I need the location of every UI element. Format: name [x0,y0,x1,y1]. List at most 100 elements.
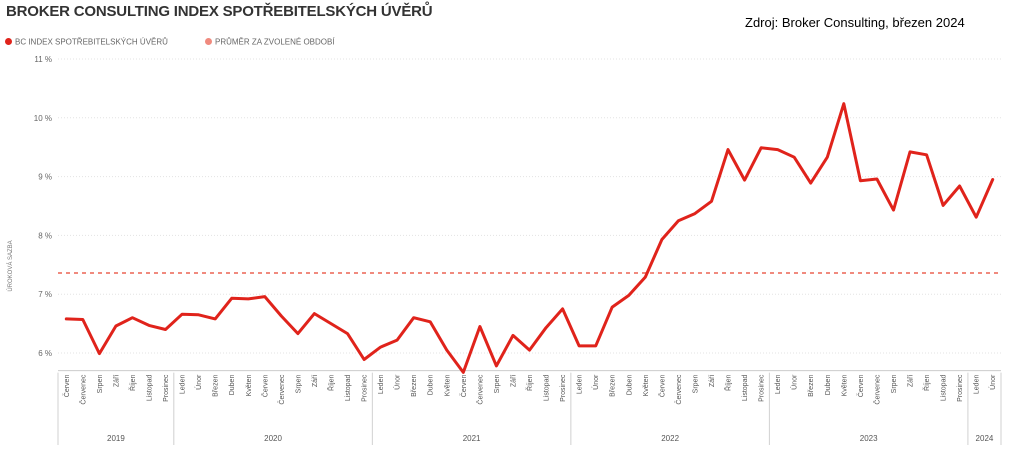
data-point[interactable] [609,304,615,310]
x-tick-label: Leden [775,375,782,395]
data-point[interactable] [742,177,748,183]
data-point[interactable] [808,180,814,186]
year-label: 2024 [976,434,994,443]
data-point[interactable] [113,323,119,329]
x-tick-label: Srpen [97,375,104,394]
data-point[interactable] [179,311,185,317]
data-point[interactable] [262,294,268,300]
data-point[interactable] [427,319,433,325]
data-point[interactable] [725,147,731,153]
data-point[interactable] [907,149,913,155]
data-point[interactable] [361,356,367,362]
data-point[interactable] [560,306,566,312]
data-point[interactable] [626,292,632,298]
legend-marker-average [205,38,212,46]
x-tick-label: Březen [411,375,418,397]
data-point[interactable] [411,315,417,321]
data-point[interactable] [510,332,516,338]
x-tick-label: Srpen [295,375,302,394]
x-tick-label: Říjen [525,375,534,391]
y-tick-label: 11 % [34,55,52,64]
data-point[interactable] [857,178,863,184]
x-tick-label: Září [908,375,915,388]
data-point[interactable] [841,101,847,107]
y-tick-label: 10 % [34,114,52,123]
data-point[interactable] [824,154,830,160]
x-tick-label: Březen [610,375,617,397]
data-point[interactable] [791,154,797,160]
x-tick-label: Květen [246,375,253,397]
data-point[interactable] [940,202,946,208]
x-tick-label: Prosinec [957,374,964,402]
data-point[interactable] [692,211,698,217]
data-point[interactable] [593,343,599,349]
data-point[interactable] [477,324,483,330]
year-label: 2019 [107,434,125,443]
x-tick-label: Únor [790,374,799,390]
index-series-line [64,102,995,374]
data-point[interactable] [229,295,235,301]
x-tick-label: Leden [974,375,981,395]
data-point[interactable] [378,344,384,350]
x-tick-label: Únor [591,374,600,390]
data-point[interactable] [642,274,648,280]
data-point[interactable] [245,296,251,302]
x-tick-label: Duben [229,375,236,396]
x-tick-label: Září [510,375,517,388]
x-tick-label: Listopad [146,375,153,402]
x-tick-label: Květen [643,375,650,397]
data-point[interactable] [328,321,334,327]
data-point[interactable] [96,351,102,357]
data-point[interactable] [63,316,69,322]
data-point[interactable] [460,369,466,375]
legend-label-average: PRŮMĚR ZA ZVOLENÉ OBDOBÍ [215,37,335,47]
x-tick-label: Říjen [724,375,733,391]
year-label: 2022 [661,434,679,443]
data-point[interactable] [196,312,202,318]
data-point[interactable] [708,198,714,204]
y-tick-label: 7 % [38,290,52,299]
data-point[interactable] [527,347,533,353]
data-point[interactable] [345,331,351,337]
data-point[interactable] [775,147,781,153]
legend-item-index[interactable]: BC INDEX SPOTŘEBITELSKÝCH ÚVĚRŮ [5,37,168,46]
data-point[interactable] [278,313,284,319]
data-point[interactable] [311,311,317,317]
data-point[interactable] [163,326,169,332]
y-tick-label: 6 % [38,349,52,358]
legend-item-average[interactable]: PRŮMĚR ZA ZVOLENÉ OBDOBÍ [205,37,335,46]
data-point[interactable] [675,218,681,224]
data-point[interactable] [973,214,979,220]
x-tick-label: Leden [577,375,584,395]
x-tick-label: Červenec [277,374,286,404]
x-tick-label: Červenec [78,374,87,404]
data-point[interactable] [146,322,152,328]
data-point[interactable] [874,176,880,182]
x-tick-label: Listopad [544,375,551,402]
data-point[interactable] [924,152,930,158]
data-point[interactable] [890,207,896,213]
data-point[interactable] [295,331,301,337]
data-point[interactable] [129,315,135,321]
legend-marker-index [5,38,12,46]
data-point[interactable] [990,177,996,183]
data-point[interactable] [543,325,549,331]
data-point[interactable] [493,363,499,369]
data-point[interactable] [659,237,665,243]
x-tick-label: Říjen [922,375,931,391]
data-point[interactable] [957,183,963,189]
data-point[interactable] [444,347,450,353]
year-label: 2020 [264,434,282,443]
data-point[interactable] [212,316,218,322]
data-point[interactable] [758,145,764,151]
data-point[interactable] [394,337,400,343]
data-point[interactable] [80,316,86,322]
legend-label-index: BC INDEX SPOTŘEBITELSKÝCH ÚVĚRŮ [15,37,168,47]
x-tick-label: Září [113,375,120,388]
x-tick-label: Únor [393,374,402,390]
x-tick-label: Duben [825,375,832,396]
data-point[interactable] [576,343,582,349]
x-tick-label: Květen [444,375,451,397]
x-tick-label: Srpen [692,375,699,394]
